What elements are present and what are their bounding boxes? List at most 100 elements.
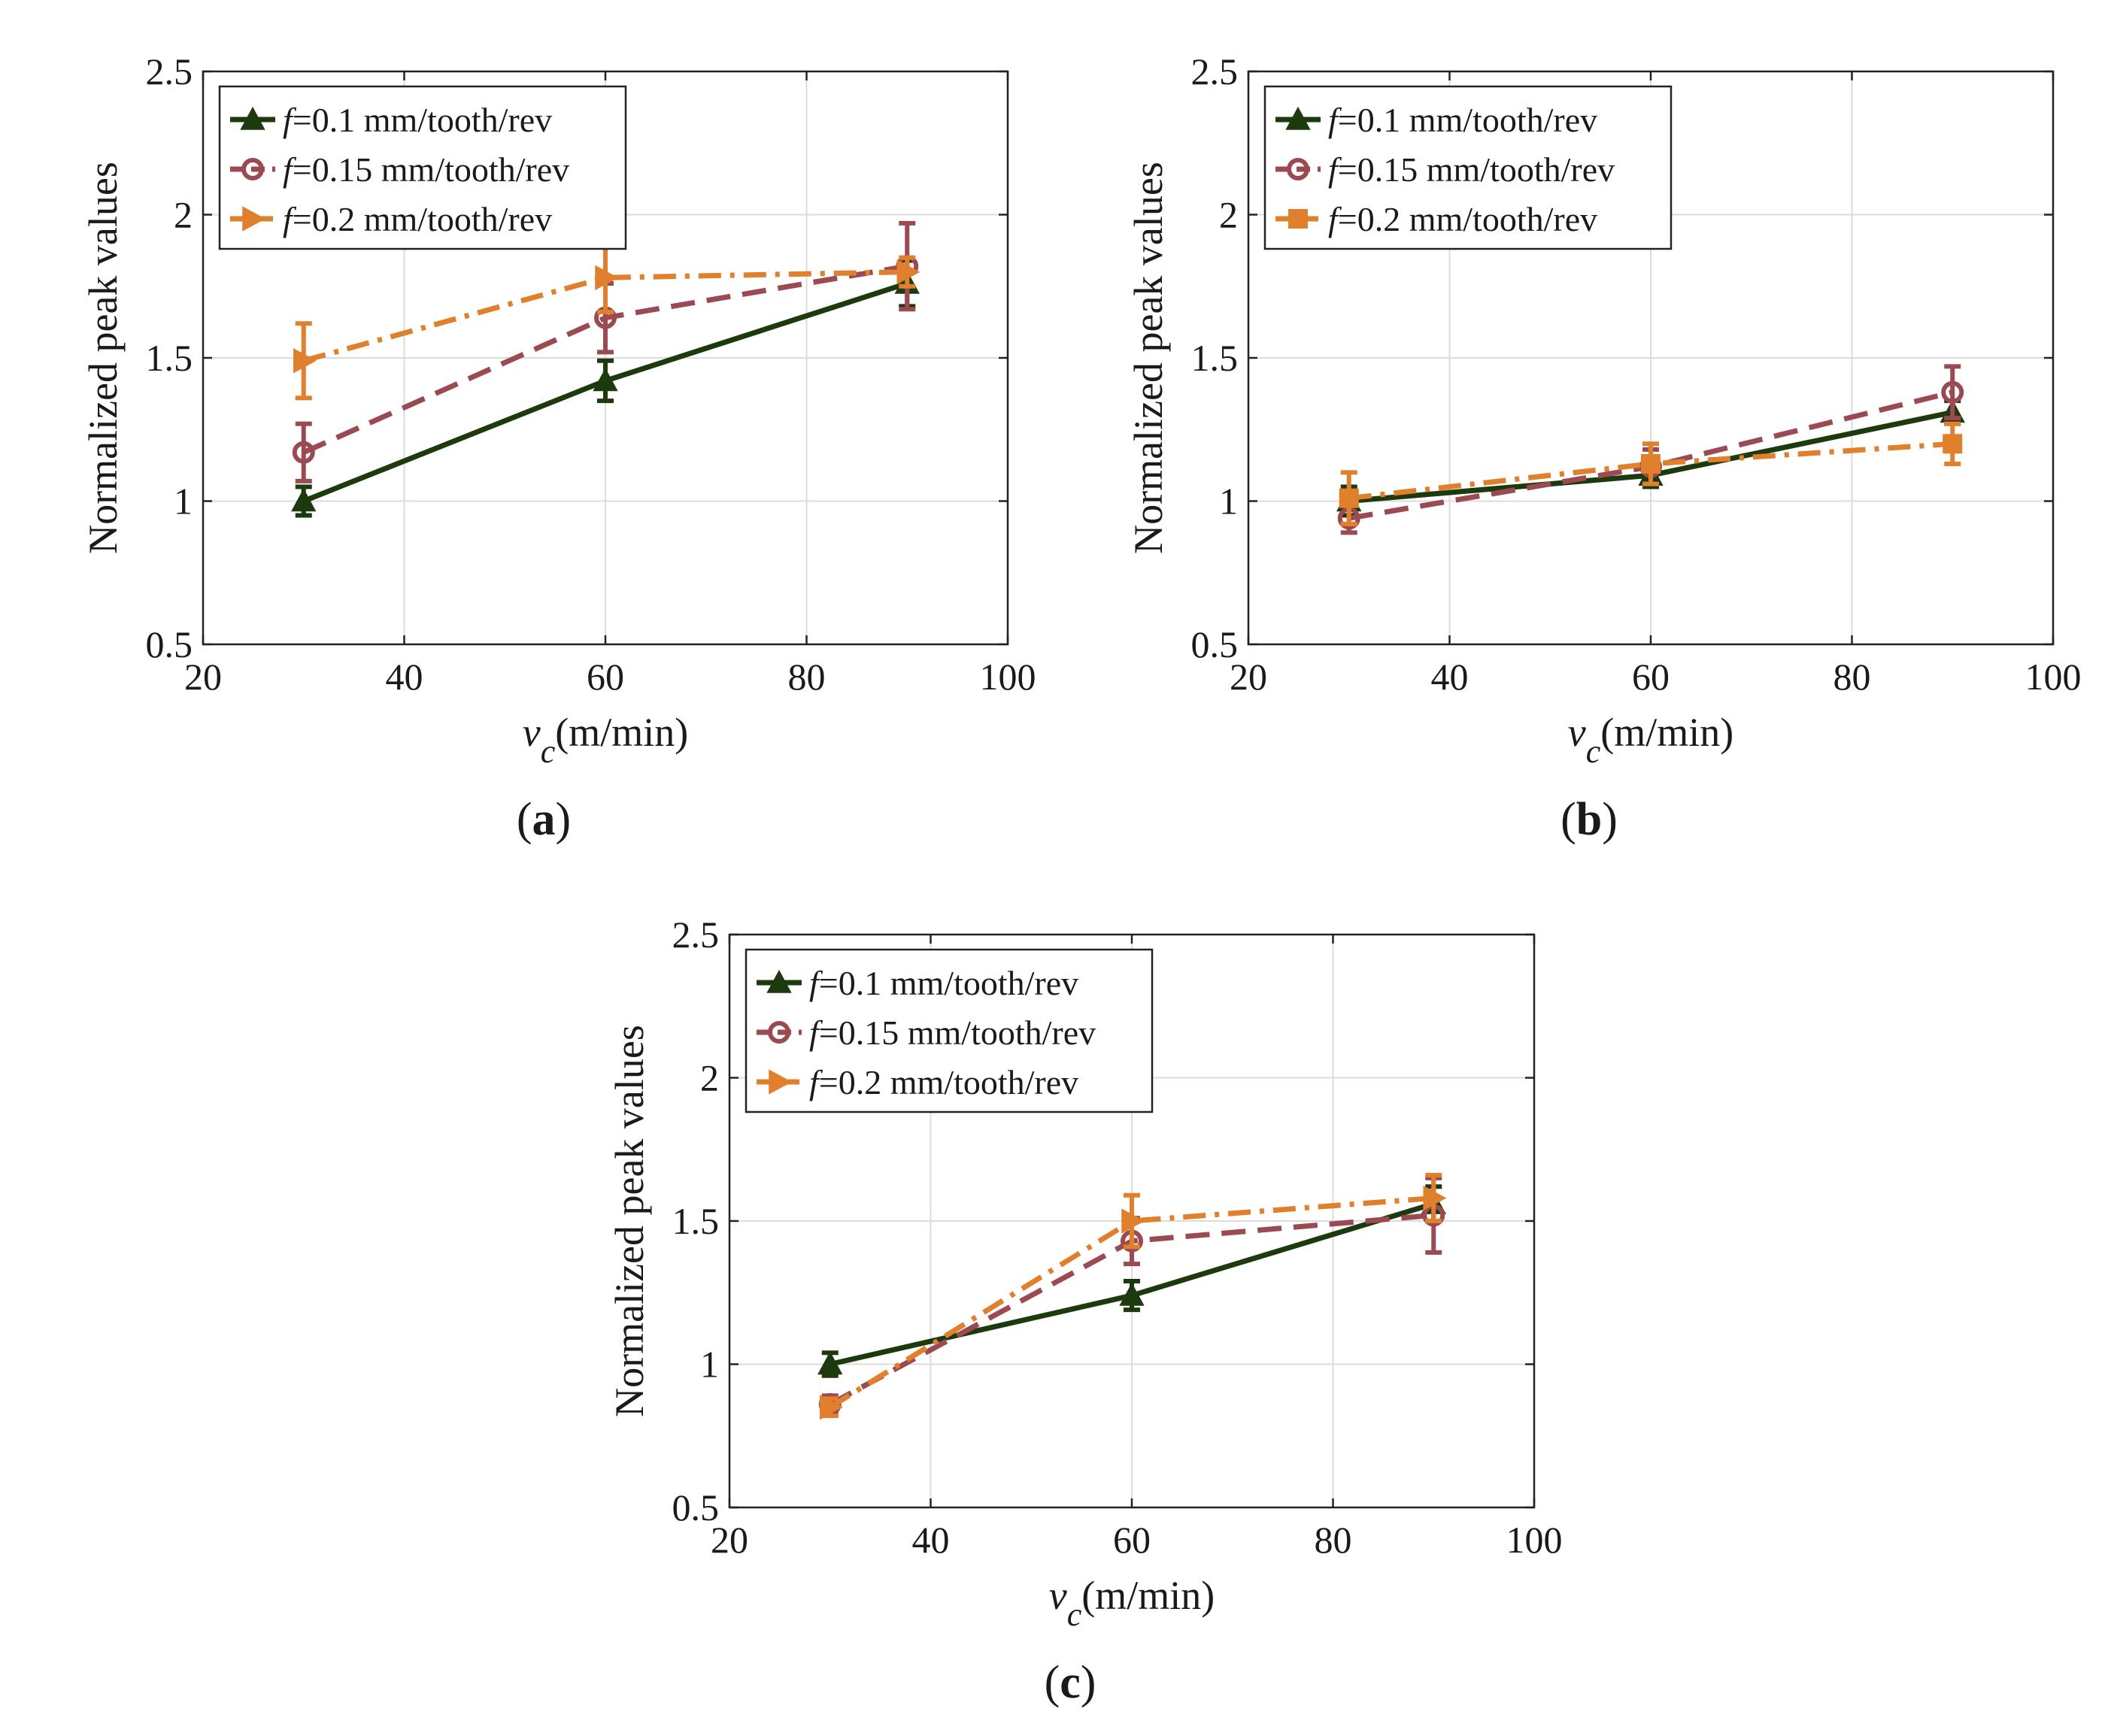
data-point bbox=[1423, 1185, 1447, 1211]
x-axis-label: vc(m/min) bbox=[1049, 1573, 1215, 1633]
legend-item-2: f=0.15 mm/tooth/rev bbox=[757, 1013, 1096, 1052]
legend-item-3: f=0.2 mm/tooth/rev bbox=[757, 1063, 1078, 1101]
panel-label-letter: c bbox=[1060, 1657, 1081, 1708]
legend-label: f=0.15 mm/tooth/rev bbox=[1328, 150, 1615, 189]
x-tick-label: 20 bbox=[711, 1519, 748, 1561]
series-3 bbox=[820, 1173, 1447, 1420]
x-tick-label: 20 bbox=[184, 656, 222, 698]
data-point bbox=[1941, 380, 1964, 404]
series-3 bbox=[1339, 421, 1963, 526]
legend-item-2: f=0.15 mm/tooth/rev bbox=[230, 150, 569, 189]
legend-marker bbox=[1288, 209, 1308, 229]
legend-label: f=0.15 mm/tooth/rev bbox=[809, 1013, 1096, 1052]
data-point bbox=[1943, 434, 1963, 454]
y-tick-label: 1.5 bbox=[1191, 337, 1239, 379]
x-axis-label-subscript: c bbox=[541, 733, 556, 770]
x-axis-label-variable: v bbox=[523, 710, 541, 755]
y-tick-label: 1 bbox=[700, 1344, 719, 1386]
y-tick-label: 0.5 bbox=[1191, 623, 1239, 665]
data-point bbox=[820, 1394, 843, 1420]
chart-panel-c: 20 40 60 80 100 0.5 1 1.5 2 2.5 f=0.1 mm/tooth/rev… bbox=[607, 913, 1563, 1708]
panel-label: (c) bbox=[1045, 1657, 1096, 1708]
legend-label: f=0.1 mm/tooth/rev bbox=[809, 964, 1078, 1002]
legend-item-2: f=0.15 mm/tooth/rev bbox=[1275, 150, 1615, 189]
x-tick-label: 40 bbox=[1431, 656, 1469, 698]
y-axis-label: Normalized peak values bbox=[1126, 162, 1171, 554]
data-point bbox=[896, 259, 921, 285]
data-point bbox=[1119, 1282, 1145, 1306]
x-axis-label-variable: v bbox=[1568, 710, 1586, 755]
data-point bbox=[595, 265, 619, 290]
legend-label: f=0.2 mm/tooth/rev bbox=[809, 1063, 1078, 1101]
legend-label-value: =0.1 mm/tooth/rev bbox=[1338, 101, 1597, 139]
legend-label: f=0.1 mm/tooth/rev bbox=[1328, 101, 1597, 139]
y-tick-label: 2 bbox=[700, 1057, 719, 1099]
x-axis-label-subscript: c bbox=[1586, 733, 1601, 770]
y-tick-label: 2.5 bbox=[1191, 50, 1239, 92]
chart-panel-a: 20 40 60 80 100 0.5 1 1.5 2 2.5 f=0.1 mm/tooth/rev… bbox=[80, 50, 1036, 845]
y-tick-label: 2 bbox=[1219, 194, 1238, 236]
legend-label-value: =0.15 mm/tooth/rev bbox=[819, 1013, 1096, 1052]
y-tick-label: 1 bbox=[174, 480, 193, 523]
y-tick-label: 1.5 bbox=[672, 1200, 720, 1242]
panel-label-letter: a bbox=[532, 794, 556, 845]
series-line bbox=[828, 1195, 1434, 1410]
x-tick-label: 60 bbox=[1632, 656, 1670, 698]
y-tick-label: 0.5 bbox=[672, 1486, 720, 1528]
data-point bbox=[293, 348, 317, 374]
legend-marker bbox=[241, 158, 264, 180]
legend-label-value: =0.15 mm/tooth/rev bbox=[1338, 150, 1615, 189]
chart-panel-b: 20 40 60 80 100 0.5 1 1.5 2 2.5 f=0.1 mm/tooth/rev… bbox=[1126, 50, 2082, 845]
legend-box bbox=[745, 948, 1154, 1113]
legend-marker bbox=[242, 206, 266, 232]
x-tick-label: 80 bbox=[788, 656, 826, 698]
y-tick-label: 1.5 bbox=[146, 337, 193, 379]
legend-item-3: f=0.2 mm/tooth/rev bbox=[230, 200, 552, 238]
x-axis-label-unit: (m/min) bbox=[555, 710, 688, 755]
x-axis-label-subscript: c bbox=[1067, 1596, 1082, 1633]
legend-marker bbox=[240, 106, 265, 130]
legend-label-value: =0.1 mm/tooth/rev bbox=[819, 964, 1078, 1002]
data-point bbox=[1121, 1208, 1145, 1234]
legend-item-1: f=0.1 mm/tooth/rev bbox=[1275, 101, 1597, 139]
x-axis-label-variable: v bbox=[1049, 1573, 1067, 1618]
legend-label: f=0.2 mm/tooth/rev bbox=[1328, 200, 1597, 238]
x-axis-label-unit: (m/min) bbox=[1081, 1573, 1215, 1618]
panel-label-open: ( bbox=[1045, 1657, 1060, 1708]
panel-label-open: ( bbox=[517, 794, 532, 845]
x-axis-label-unit: (m/min) bbox=[1600, 710, 1733, 755]
legend-marker bbox=[1287, 158, 1309, 180]
panel-label-close: ) bbox=[556, 794, 572, 845]
legend-marker bbox=[768, 1021, 790, 1044]
legend-box bbox=[1263, 85, 1673, 250]
data-point bbox=[1641, 453, 1661, 474]
legend-label-value: =0.2 mm/tooth/rev bbox=[293, 200, 552, 238]
legend: f=0.1 mm/tooth/rev f=0.15 mm/tooth/rev f=0… bbox=[1263, 85, 1673, 250]
legend-marker bbox=[769, 1069, 793, 1095]
panel-label: (b) bbox=[1560, 794, 1618, 845]
legend-label-value: =0.2 mm/tooth/rev bbox=[819, 1063, 1078, 1101]
data-point bbox=[1339, 488, 1359, 508]
legend-label: f=0.15 mm/tooth/rev bbox=[283, 150, 569, 189]
x-tick-label: 40 bbox=[386, 656, 423, 698]
x-tick-label: 80 bbox=[1833, 656, 1871, 698]
x-tick-label: 100 bbox=[1506, 1519, 1563, 1561]
legend-item-1: f=0.1 mm/tooth/rev bbox=[757, 964, 1078, 1002]
panel-label-close: ) bbox=[1081, 1657, 1096, 1708]
y-tick-label: 2.5 bbox=[146, 50, 193, 92]
y-tick-label: 1 bbox=[1219, 480, 1238, 523]
legend: f=0.1 mm/tooth/rev f=0.15 mm/tooth/rev f=0… bbox=[218, 85, 627, 250]
legend-marker bbox=[766, 969, 792, 993]
x-tick-label: 60 bbox=[587, 656, 624, 698]
data-point bbox=[291, 488, 317, 512]
y-tick-label: 0.5 bbox=[146, 623, 193, 665]
y-axis-label: Normalized peak values bbox=[607, 1025, 652, 1417]
legend-label-value: =0.2 mm/tooth/rev bbox=[1338, 200, 1597, 238]
legend-item-1: f=0.1 mm/tooth/rev bbox=[230, 101, 552, 139]
legend-label-value: =0.1 mm/tooth/rev bbox=[293, 101, 552, 139]
x-tick-label: 40 bbox=[912, 1519, 950, 1561]
legend-label-value: =0.15 mm/tooth/rev bbox=[293, 150, 569, 189]
axes-frame bbox=[202, 70, 1009, 646]
x-tick-label: 20 bbox=[1230, 656, 1267, 698]
